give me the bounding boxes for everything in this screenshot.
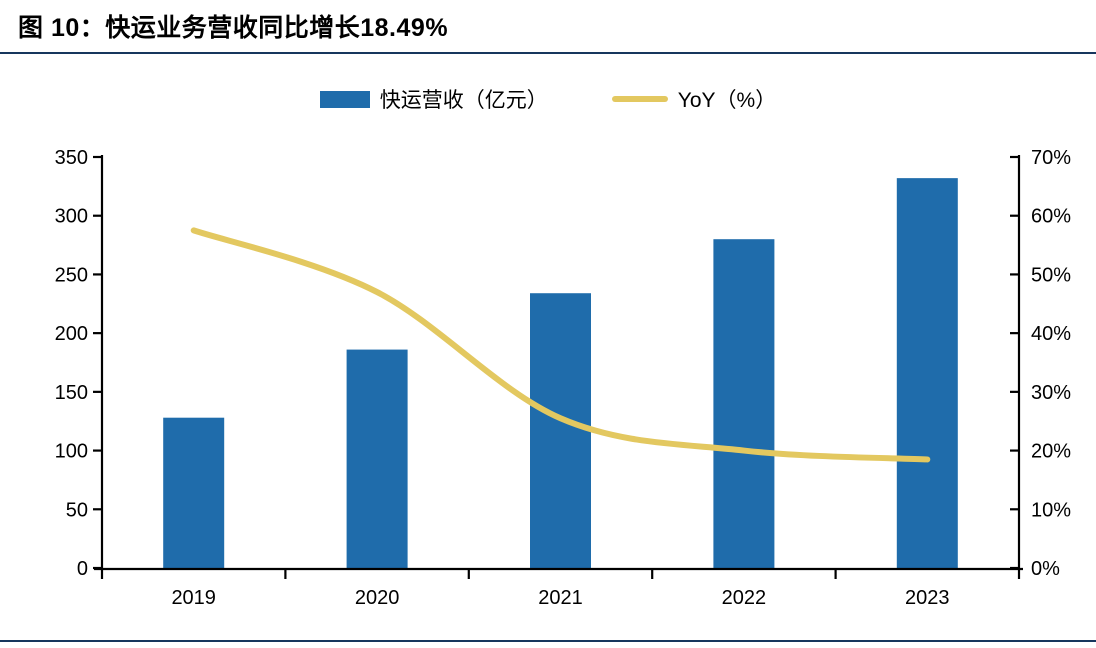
x-axis-label: 2022 [722,587,767,609]
bar-2020 [346,349,408,568]
left-axis-label: 250 [55,264,88,286]
right-axis-label: 60% [1031,206,1071,228]
right-axis-label: 40% [1031,323,1071,345]
legend-item-revenue: 快运营收（亿元） [319,84,548,114]
legend-item-yoy: YoY（%） [611,84,777,114]
left-axis-label: 350 [55,147,88,169]
left-axis-label: 50 [66,499,88,521]
figure-title: 图 10：快运业务营收同比增长18.49% [18,14,449,42]
title-underline [0,52,1096,54]
left-axis-label: 0 [77,558,88,580]
chart-legend: 快运营收（亿元） YoY（%） [0,84,1096,114]
bar-2022 [713,239,775,568]
bar-2019 [163,417,225,568]
yoy-line [190,227,931,463]
right-axis-label: 30% [1031,382,1071,404]
x-axis-label: 2023 [905,587,950,609]
legend-bar-swatch [319,90,370,108]
left-axis-label: 150 [55,382,88,404]
legend-label-yoy: YoY（%） [677,89,777,112]
right-axis-label: 0% [1031,558,1060,580]
left-axis-label: 300 [55,206,88,228]
x-axis-label: 2020 [355,587,400,609]
right-axis-label: 10% [1031,499,1071,521]
right-axis-label: 50% [1031,264,1071,286]
x-axis-label: 2021 [538,587,583,609]
bar-2021 [530,293,591,568]
legend-label-revenue: 快运营收（亿元） [379,89,548,112]
bar-2023 [896,178,958,568]
left-axis-label: 100 [55,441,88,463]
right-axis-label: 70% [1031,147,1071,169]
x-axis-label: 2019 [171,587,216,609]
legend-line-swatch [611,96,668,102]
right-axis-label: 20% [1031,441,1071,463]
bottom-rule [0,640,1096,642]
left-axis-label: 200 [55,323,88,345]
